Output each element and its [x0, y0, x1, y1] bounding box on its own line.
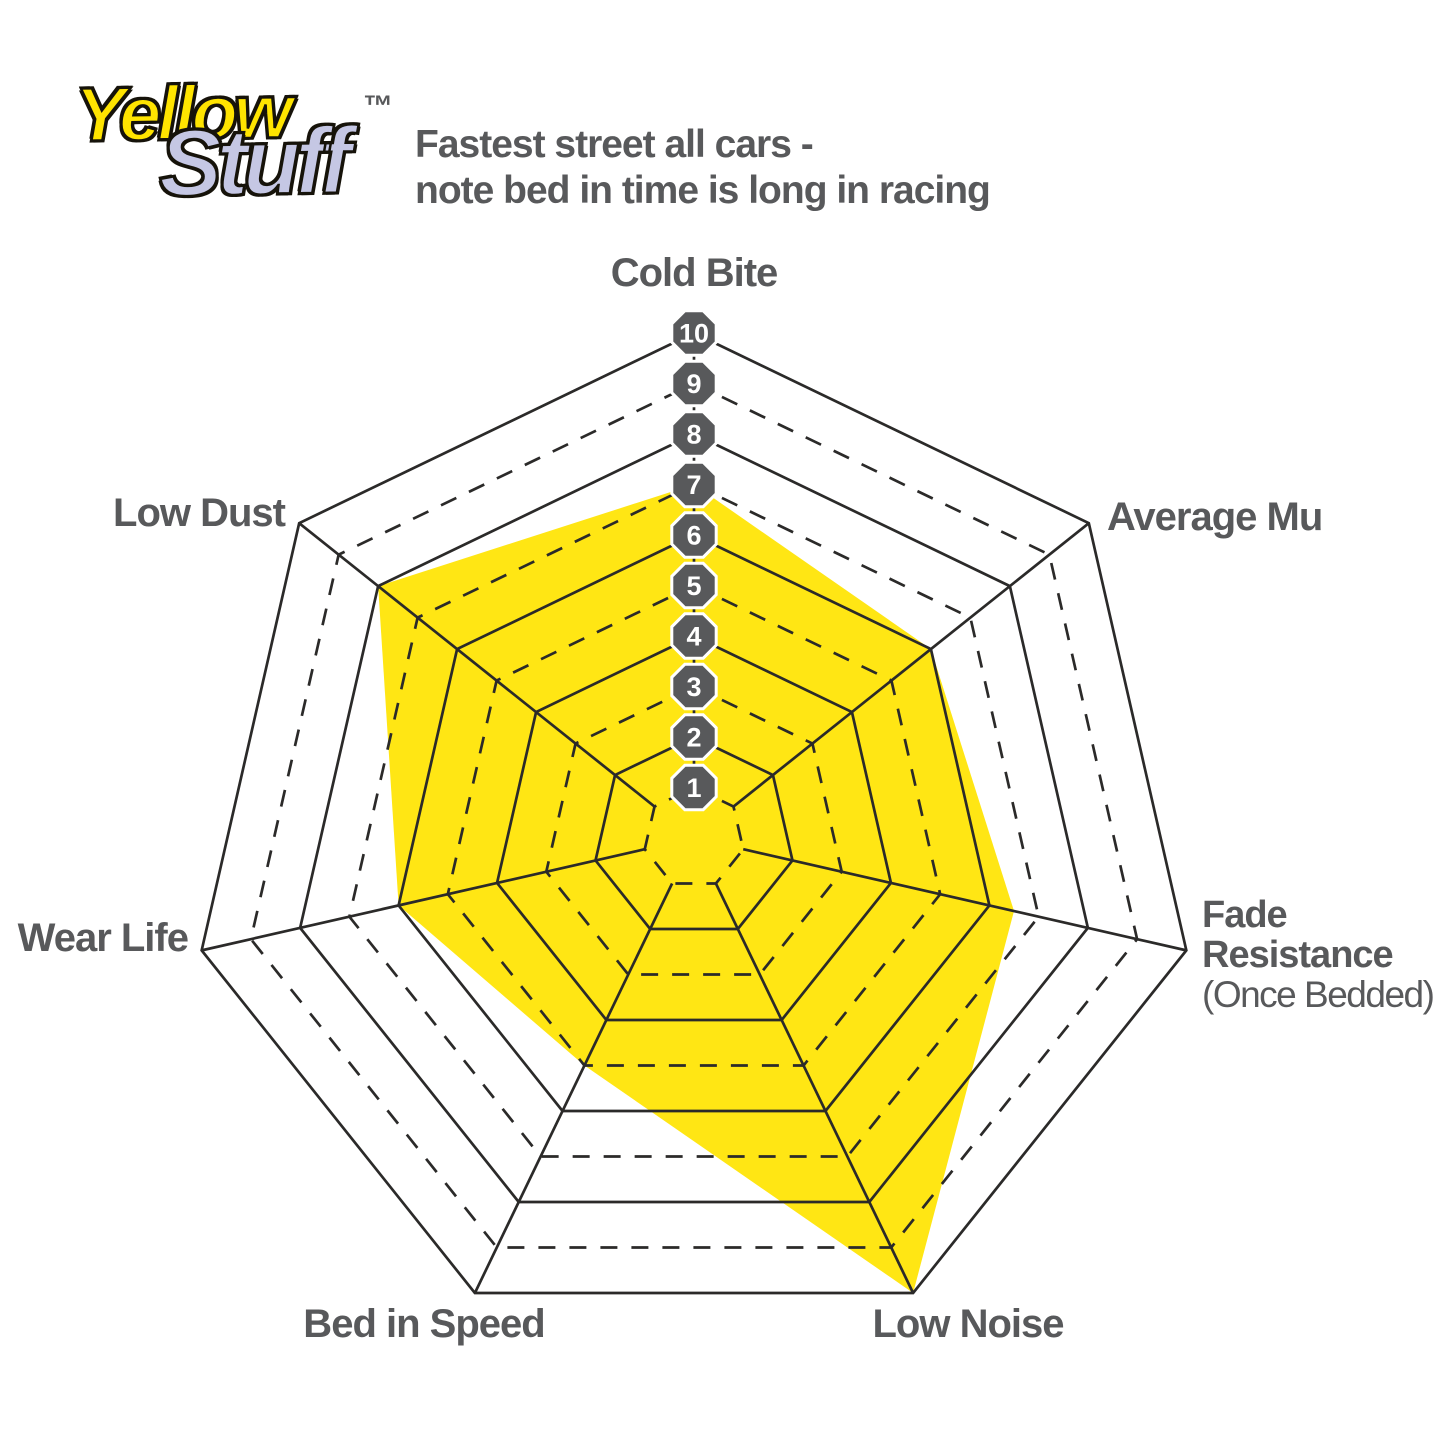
value-area: [378, 484, 1015, 1293]
subtitle-line-1: Fastest street all cars -: [415, 123, 814, 166]
grid-ring-7: [347, 483, 1041, 1158]
chart-subtitle: Fastest street all cars - note bed in ti…: [415, 122, 991, 213]
grid-ring-9: [249, 382, 1139, 1249]
scale-badge-number: 7: [686, 470, 701, 500]
axis-label-cold-bite: Cold Bite: [610, 251, 779, 295]
axis-spoke-4: [473, 882, 674, 1294]
grid-ring-10: [200, 331, 1188, 1295]
scale-badge-10: [670, 309, 718, 357]
scale-badge-number: 4: [686, 622, 701, 652]
scale-badge-number: 10: [679, 319, 709, 349]
scale-badge-number: 6: [686, 521, 701, 551]
scale-badge-number: 2: [686, 723, 701, 753]
axis-label-average-mu: Average Mu: [1107, 495, 1323, 539]
grid-ring-6: [397, 533, 991, 1113]
axis-spoke-2: [742, 847, 1187, 952]
scale-badge-number: 8: [686, 420, 701, 450]
scale-badge-number: 5: [686, 571, 701, 601]
scale-badge-number: 3: [686, 672, 701, 702]
grid-ring-4: [495, 634, 893, 1022]
axis-label-bed-in-speed: Bed in Speed: [303, 1302, 545, 1346]
scale-badge-number: 9: [686, 369, 701, 399]
scale-badge-9: [670, 359, 718, 408]
scale-badge-5: [670, 561, 718, 610]
axis-label-fade-resistance: Fade Resistance (Once Bedded): [1202, 894, 1445, 1015]
axis-label-fade-sub: (Once Bedded): [1202, 973, 1435, 1015]
axis-label-low-dust: Low Dust: [113, 491, 286, 535]
axis-spoke-6: [298, 522, 656, 808]
scale-badge-3: [670, 662, 718, 711]
axis-label-low-noise: Low Noise: [872, 1302, 1064, 1346]
axis-label-wear-life: Wear Life: [17, 916, 189, 960]
grid-ring-5: [446, 584, 942, 1067]
subtitle-line-2: note bed in time is long in racing: [415, 168, 991, 212]
scale-badge-4: [670, 612, 718, 660]
grid-ring-2: [594, 735, 794, 931]
scale-badge-7: [670, 460, 718, 509]
scale-badge-2: [670, 713, 718, 761]
grid-ring-1: [643, 786, 745, 885]
scale-badge-8: [670, 410, 718, 458]
axis-spoke-1: [732, 522, 1090, 808]
scale-badge-1: [670, 763, 718, 812]
grid-ring-8: [298, 432, 1090, 1204]
scale-badge-6: [670, 511, 718, 559]
axis-label-fade-main: Fade Resistance: [1202, 894, 1394, 976]
axis-spoke-3: [714, 882, 915, 1294]
yellowstuff-logo: Yellow Stuff ™: [73, 68, 415, 248]
axis-spoke-5: [201, 847, 646, 952]
scale-badge-number: 1: [686, 773, 701, 803]
trademark-symbol: ™: [363, 90, 393, 123]
